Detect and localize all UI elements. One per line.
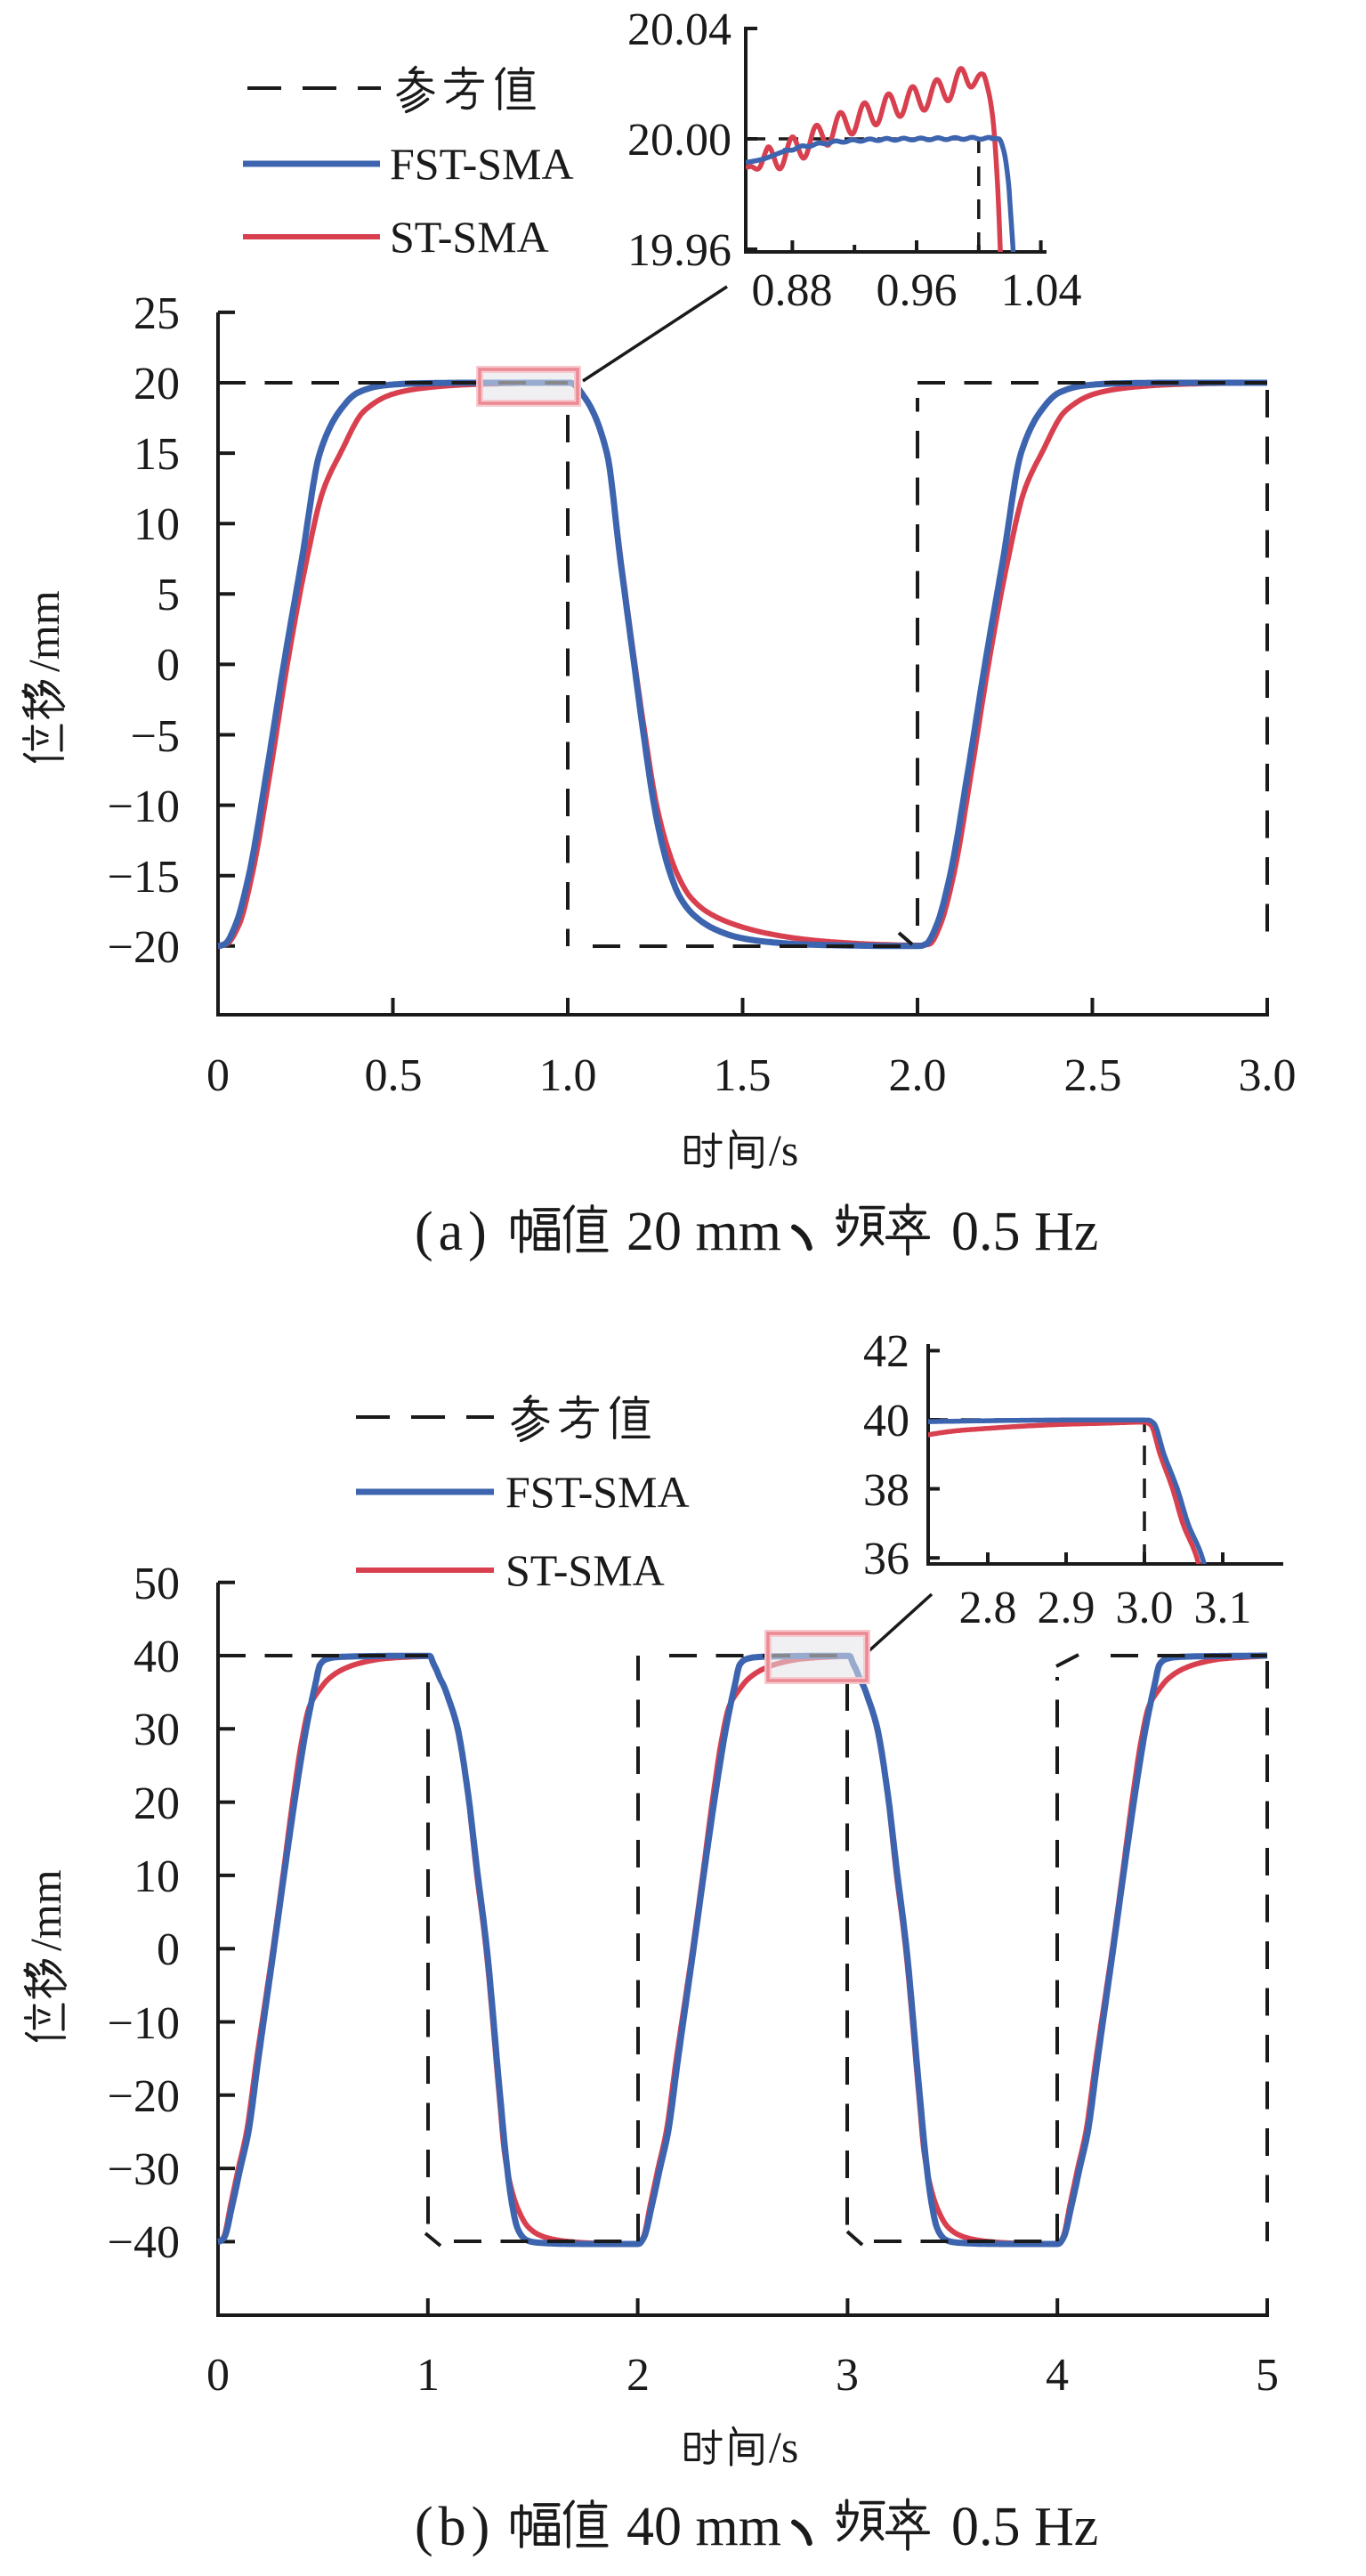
- svg-text:FST-SMA: FST-SMA: [505, 1467, 690, 1517]
- svg-text:20.04: 20.04: [627, 4, 731, 55]
- svg-text:−10: −10: [108, 782, 180, 832]
- svg-text:2.5: 2.5: [1064, 1050, 1122, 1101]
- svg-text:0: 0: [206, 1050, 230, 1101]
- svg-text:−15: −15: [108, 852, 180, 903]
- svg-text:ST-SMA: ST-SMA: [390, 212, 549, 262]
- svg-text:0: 0: [206, 2350, 230, 2401]
- svg-text:20 mm: 20 mm: [626, 1202, 781, 1262]
- svg-text:−10: −10: [108, 1998, 180, 2049]
- svg-text:2.0: 2.0: [889, 1050, 947, 1101]
- svg-text:5: 5: [157, 570, 180, 620]
- svg-text:−20: −20: [108, 2071, 180, 2122]
- svg-text:19.96: 19.96: [627, 225, 731, 276]
- svg-text:3: 3: [836, 2350, 859, 2401]
- svg-text:20: 20: [133, 359, 180, 409]
- svg-text:40: 40: [133, 1632, 180, 1682]
- svg-text:42: 42: [863, 1326, 909, 1377]
- svg-text:40: 40: [863, 1396, 909, 1446]
- svg-text:−30: −30: [108, 2144, 180, 2195]
- svg-text:/mm: /mm: [19, 590, 69, 672]
- svg-text:50: 50: [133, 1559, 180, 1609]
- svg-text:ST-SMA: ST-SMA: [505, 1545, 665, 1595]
- svg-text:/mm: /mm: [20, 1869, 70, 1951]
- svg-text:−5: −5: [131, 711, 180, 762]
- svg-text:0.5: 0.5: [365, 1050, 423, 1101]
- svg-text:(b): (b): [415, 2497, 495, 2557]
- svg-text:5: 5: [1256, 2350, 1279, 2401]
- svg-text:−20: −20: [108, 922, 180, 973]
- svg-text:20.00: 20.00: [627, 115, 731, 166]
- svg-text:/s: /s: [769, 1125, 798, 1175]
- svg-text:10: 10: [133, 1851, 180, 1902]
- svg-text:3.1: 3.1: [1194, 1583, 1252, 1633]
- svg-text:0: 0: [157, 640, 180, 691]
- svg-text:0.5 Hz: 0.5 Hz: [951, 1202, 1098, 1262]
- svg-text:1: 1: [416, 2350, 440, 2401]
- svg-text:30: 30: [133, 1705, 180, 1755]
- svg-text:0.96: 0.96: [877, 265, 958, 316]
- svg-text:4: 4: [1046, 2350, 1069, 2401]
- svg-text:3.0: 3.0: [1239, 1050, 1297, 1101]
- svg-text:3.0: 3.0: [1116, 1583, 1174, 1633]
- svg-text:2: 2: [626, 2350, 650, 2401]
- svg-text:10: 10: [133, 499, 180, 550]
- svg-text:0: 0: [157, 1924, 180, 1975]
- svg-text:36: 36: [863, 1534, 909, 1584]
- svg-text:38: 38: [863, 1465, 909, 1516]
- svg-text:1.5: 1.5: [714, 1050, 772, 1101]
- svg-text:FST-SMA: FST-SMA: [390, 139, 574, 189]
- svg-text:1.0: 1.0: [539, 1050, 597, 1101]
- svg-text:20: 20: [133, 1778, 180, 1829]
- svg-text:/s: /s: [769, 2422, 798, 2472]
- svg-text:0.88: 0.88: [752, 265, 833, 316]
- svg-text:0.5 Hz: 0.5 Hz: [951, 2497, 1098, 2557]
- svg-text:2.9: 2.9: [1038, 1583, 1095, 1633]
- svg-text:40 mm: 40 mm: [626, 2497, 781, 2557]
- svg-text:1.04: 1.04: [1001, 265, 1082, 316]
- svg-text:−40: −40: [108, 2217, 180, 2268]
- svg-text:15: 15: [133, 429, 180, 480]
- svg-text:2.8: 2.8: [959, 1583, 1017, 1633]
- svg-text:(a): (a): [415, 1202, 492, 1262]
- svg-text:25: 25: [133, 288, 180, 339]
